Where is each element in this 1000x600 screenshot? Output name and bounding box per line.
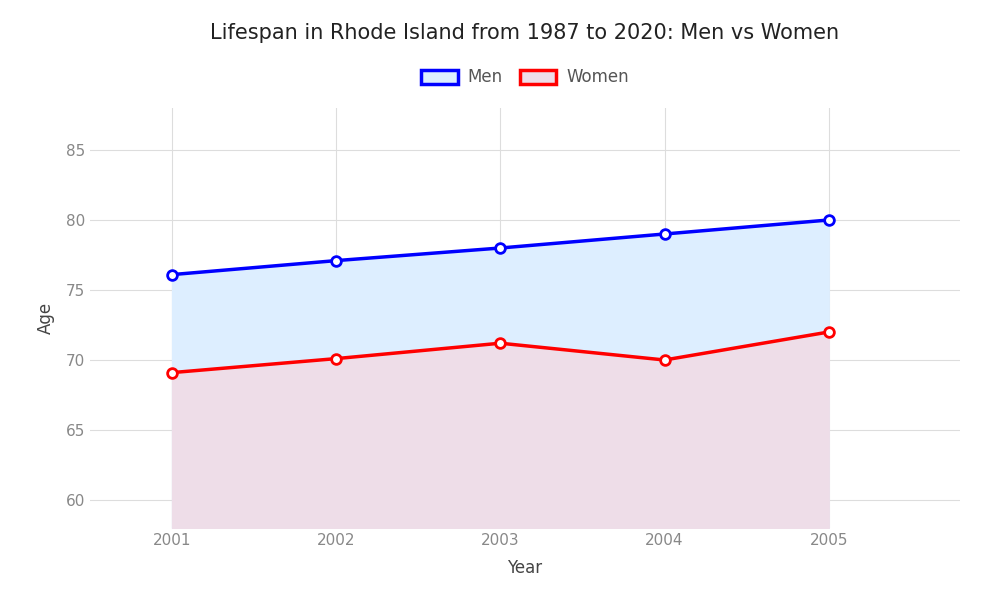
Title: Lifespan in Rhode Island from 1987 to 2020: Men vs Women: Lifespan in Rhode Island from 1987 to 20… [210,23,840,43]
X-axis label: Year: Year [507,559,543,577]
Legend: Men, Women: Men, Women [414,62,636,93]
Y-axis label: Age: Age [37,302,55,334]
